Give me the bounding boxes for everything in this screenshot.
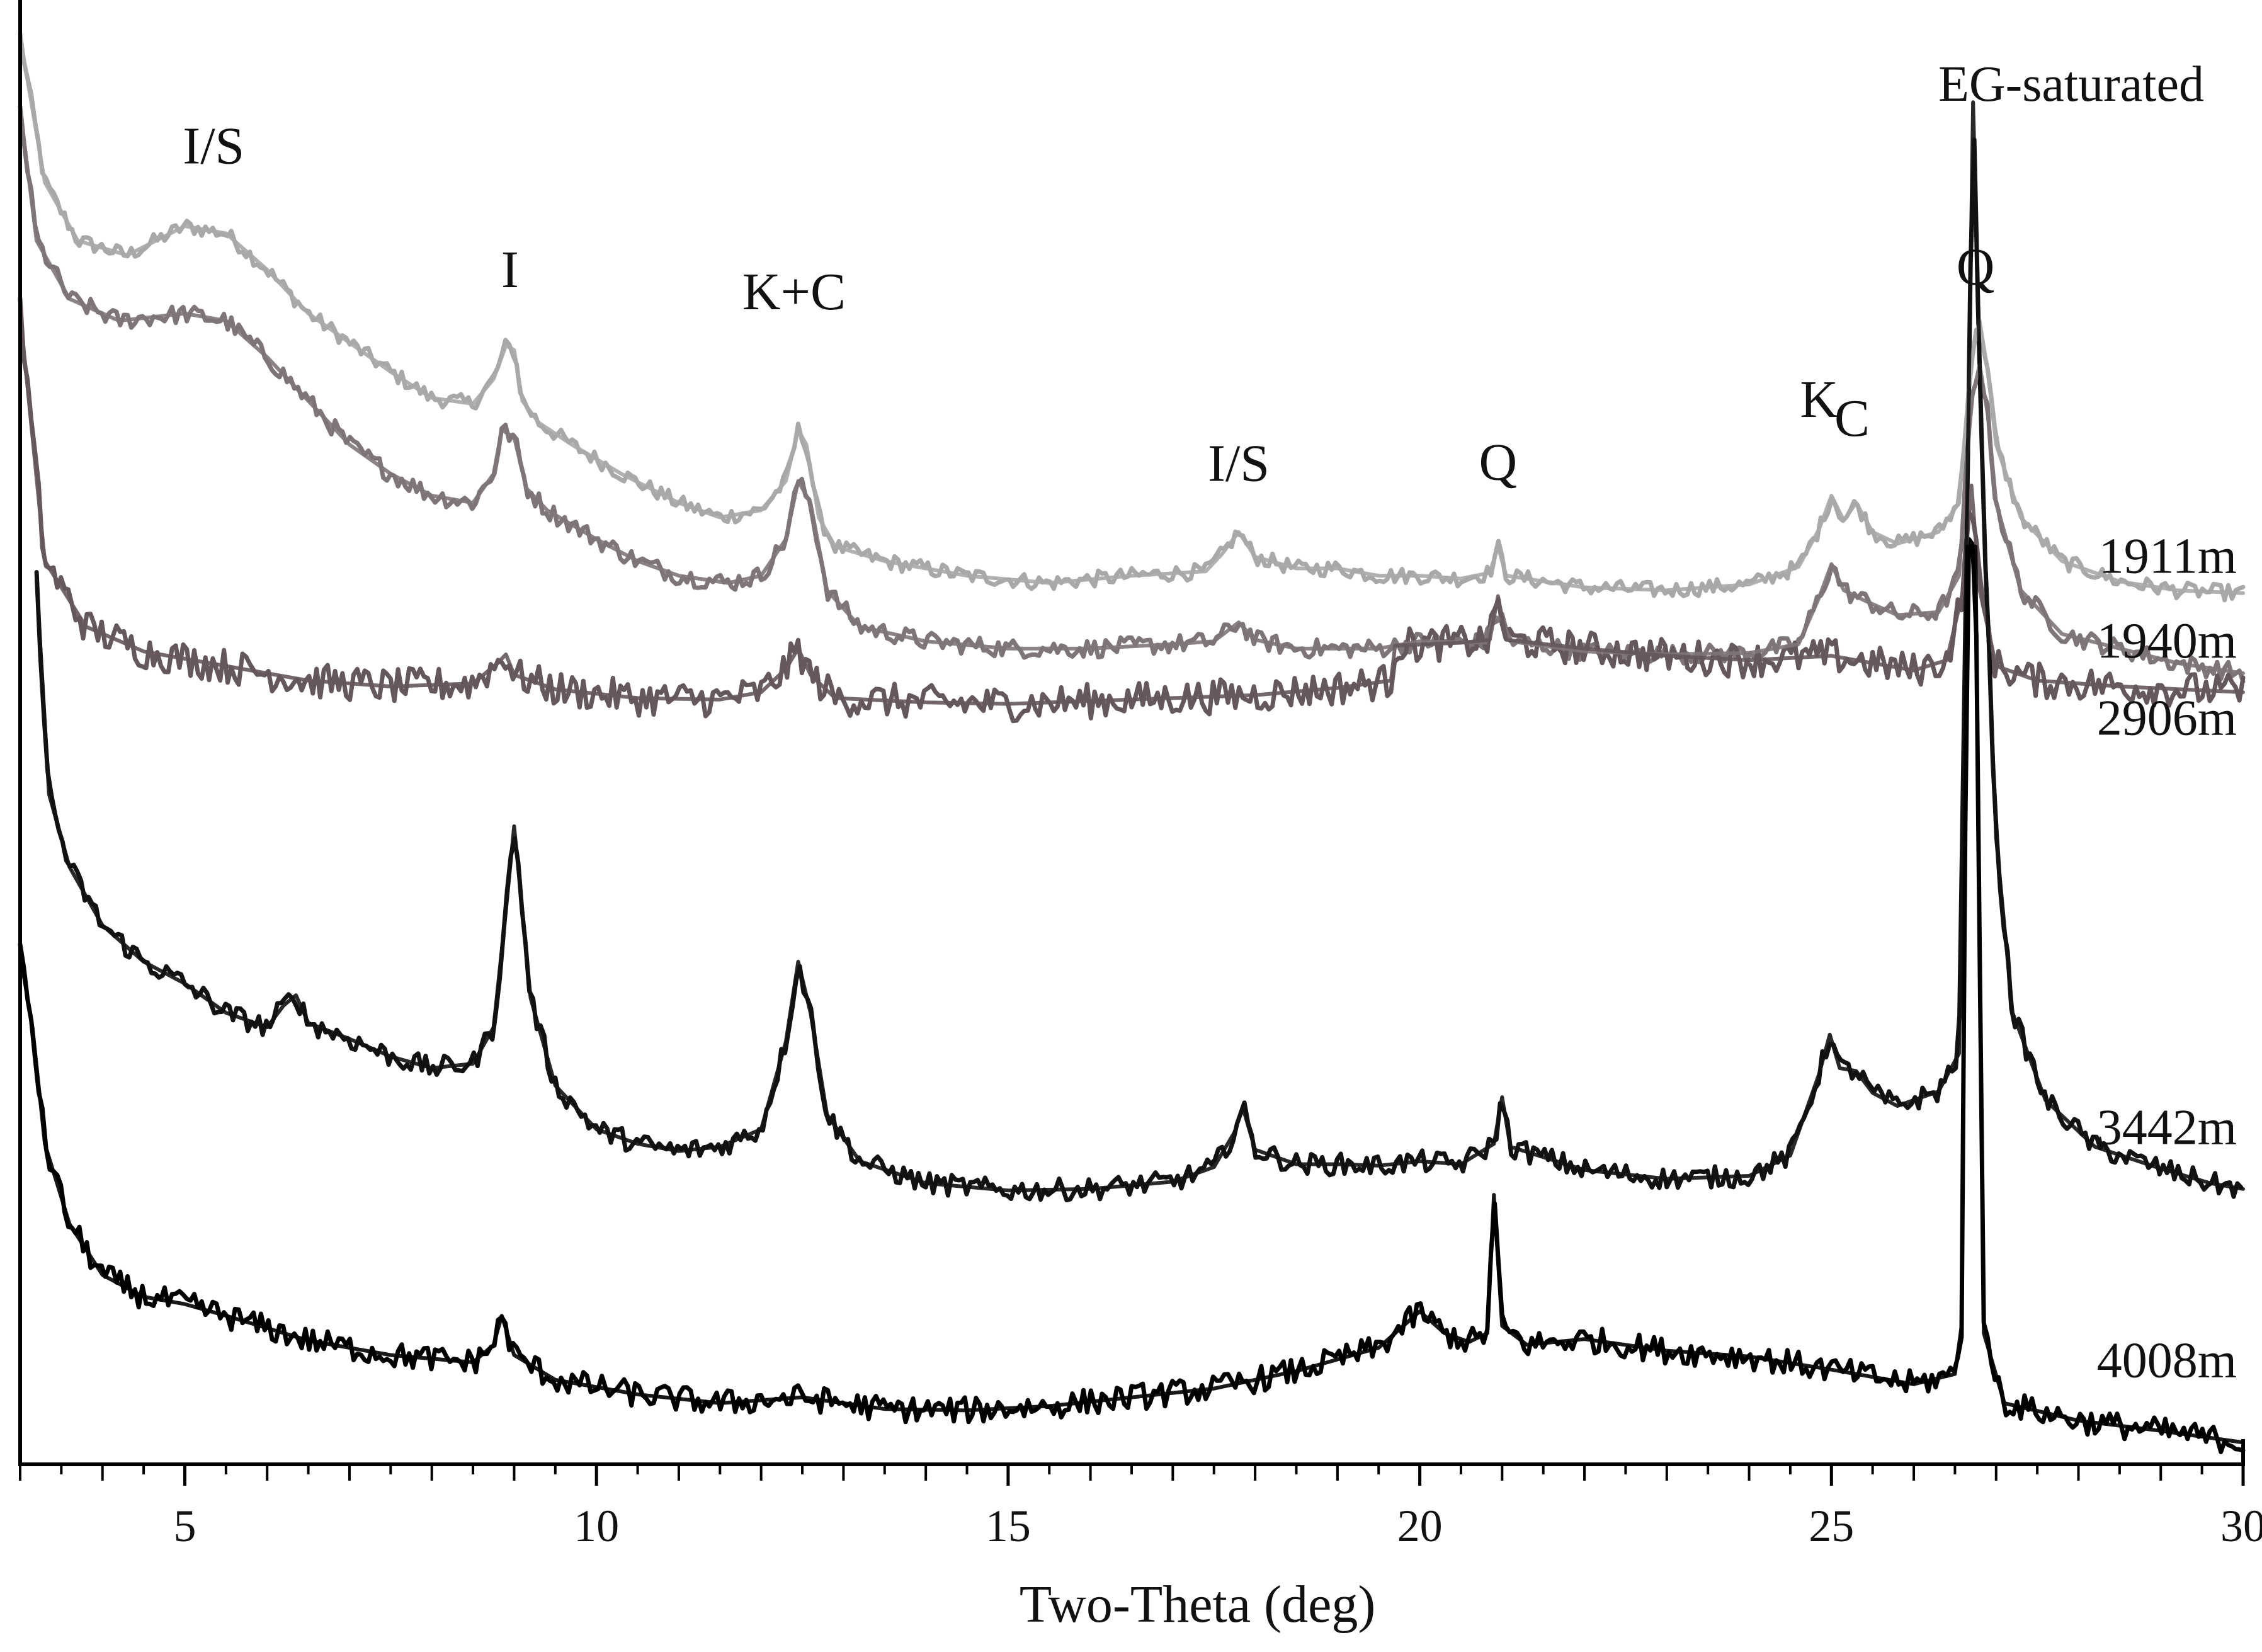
series-line-3442m [34, 137, 2244, 1202]
condition-label: EG-saturated [1938, 57, 2204, 112]
series-envelope-3442m [35, 100, 2245, 1193]
depth-label-1940m: 1940m [2097, 613, 2237, 669]
peak-label: Q [1957, 237, 1995, 296]
series-line-2906m [18, 296, 2246, 724]
x-ticks [19, 1464, 2245, 1486]
peak-annotations: I/S I K+C I/S Q KC Q [183, 117, 1994, 493]
depth-labels: 1911m 1940m 2906m 3442m 4008m [2097, 529, 2237, 1389]
x-tick-label: 25 [1809, 1501, 1854, 1551]
depth-label-4008m: 4008m [2097, 1333, 2237, 1388]
series-envelope-2906m [18, 311, 2245, 706]
peak-label: K [1800, 370, 1838, 429]
x-tick-label: 30 [2220, 1501, 2262, 1551]
series-lines [18, 31, 2246, 1454]
peak-label: Q [1479, 433, 1517, 491]
peak-label: I [501, 241, 519, 299]
x-tick-label: 5 [173, 1501, 196, 1551]
series-envelope-4008m [18, 544, 2245, 1445]
depth-label-3442m: 3442m [2097, 1100, 2237, 1155]
peak-label: C [1834, 389, 1870, 448]
x-tick-labels: 5 10 15 20 25 30 [173, 1501, 2262, 1551]
series-envelope-1911m [18, 35, 2245, 595]
depth-label-2906m: 2906m [2097, 690, 2237, 746]
series-envelope-1940m [18, 107, 2245, 675]
x-tick-label: 20 [1397, 1501, 1443, 1551]
x-tick-label: 15 [986, 1501, 1031, 1551]
x-tick-label: 10 [574, 1501, 619, 1551]
peak-label: I/S [183, 117, 244, 175]
peak-label: K+C [742, 263, 846, 321]
peak-label: I/S [1208, 435, 1270, 493]
series-line-4008m [18, 537, 2246, 1454]
x-axis-title: Two-Theta (deg) [1020, 1575, 1376, 1634]
depth-label-1911m: 1911m [2099, 529, 2237, 584]
